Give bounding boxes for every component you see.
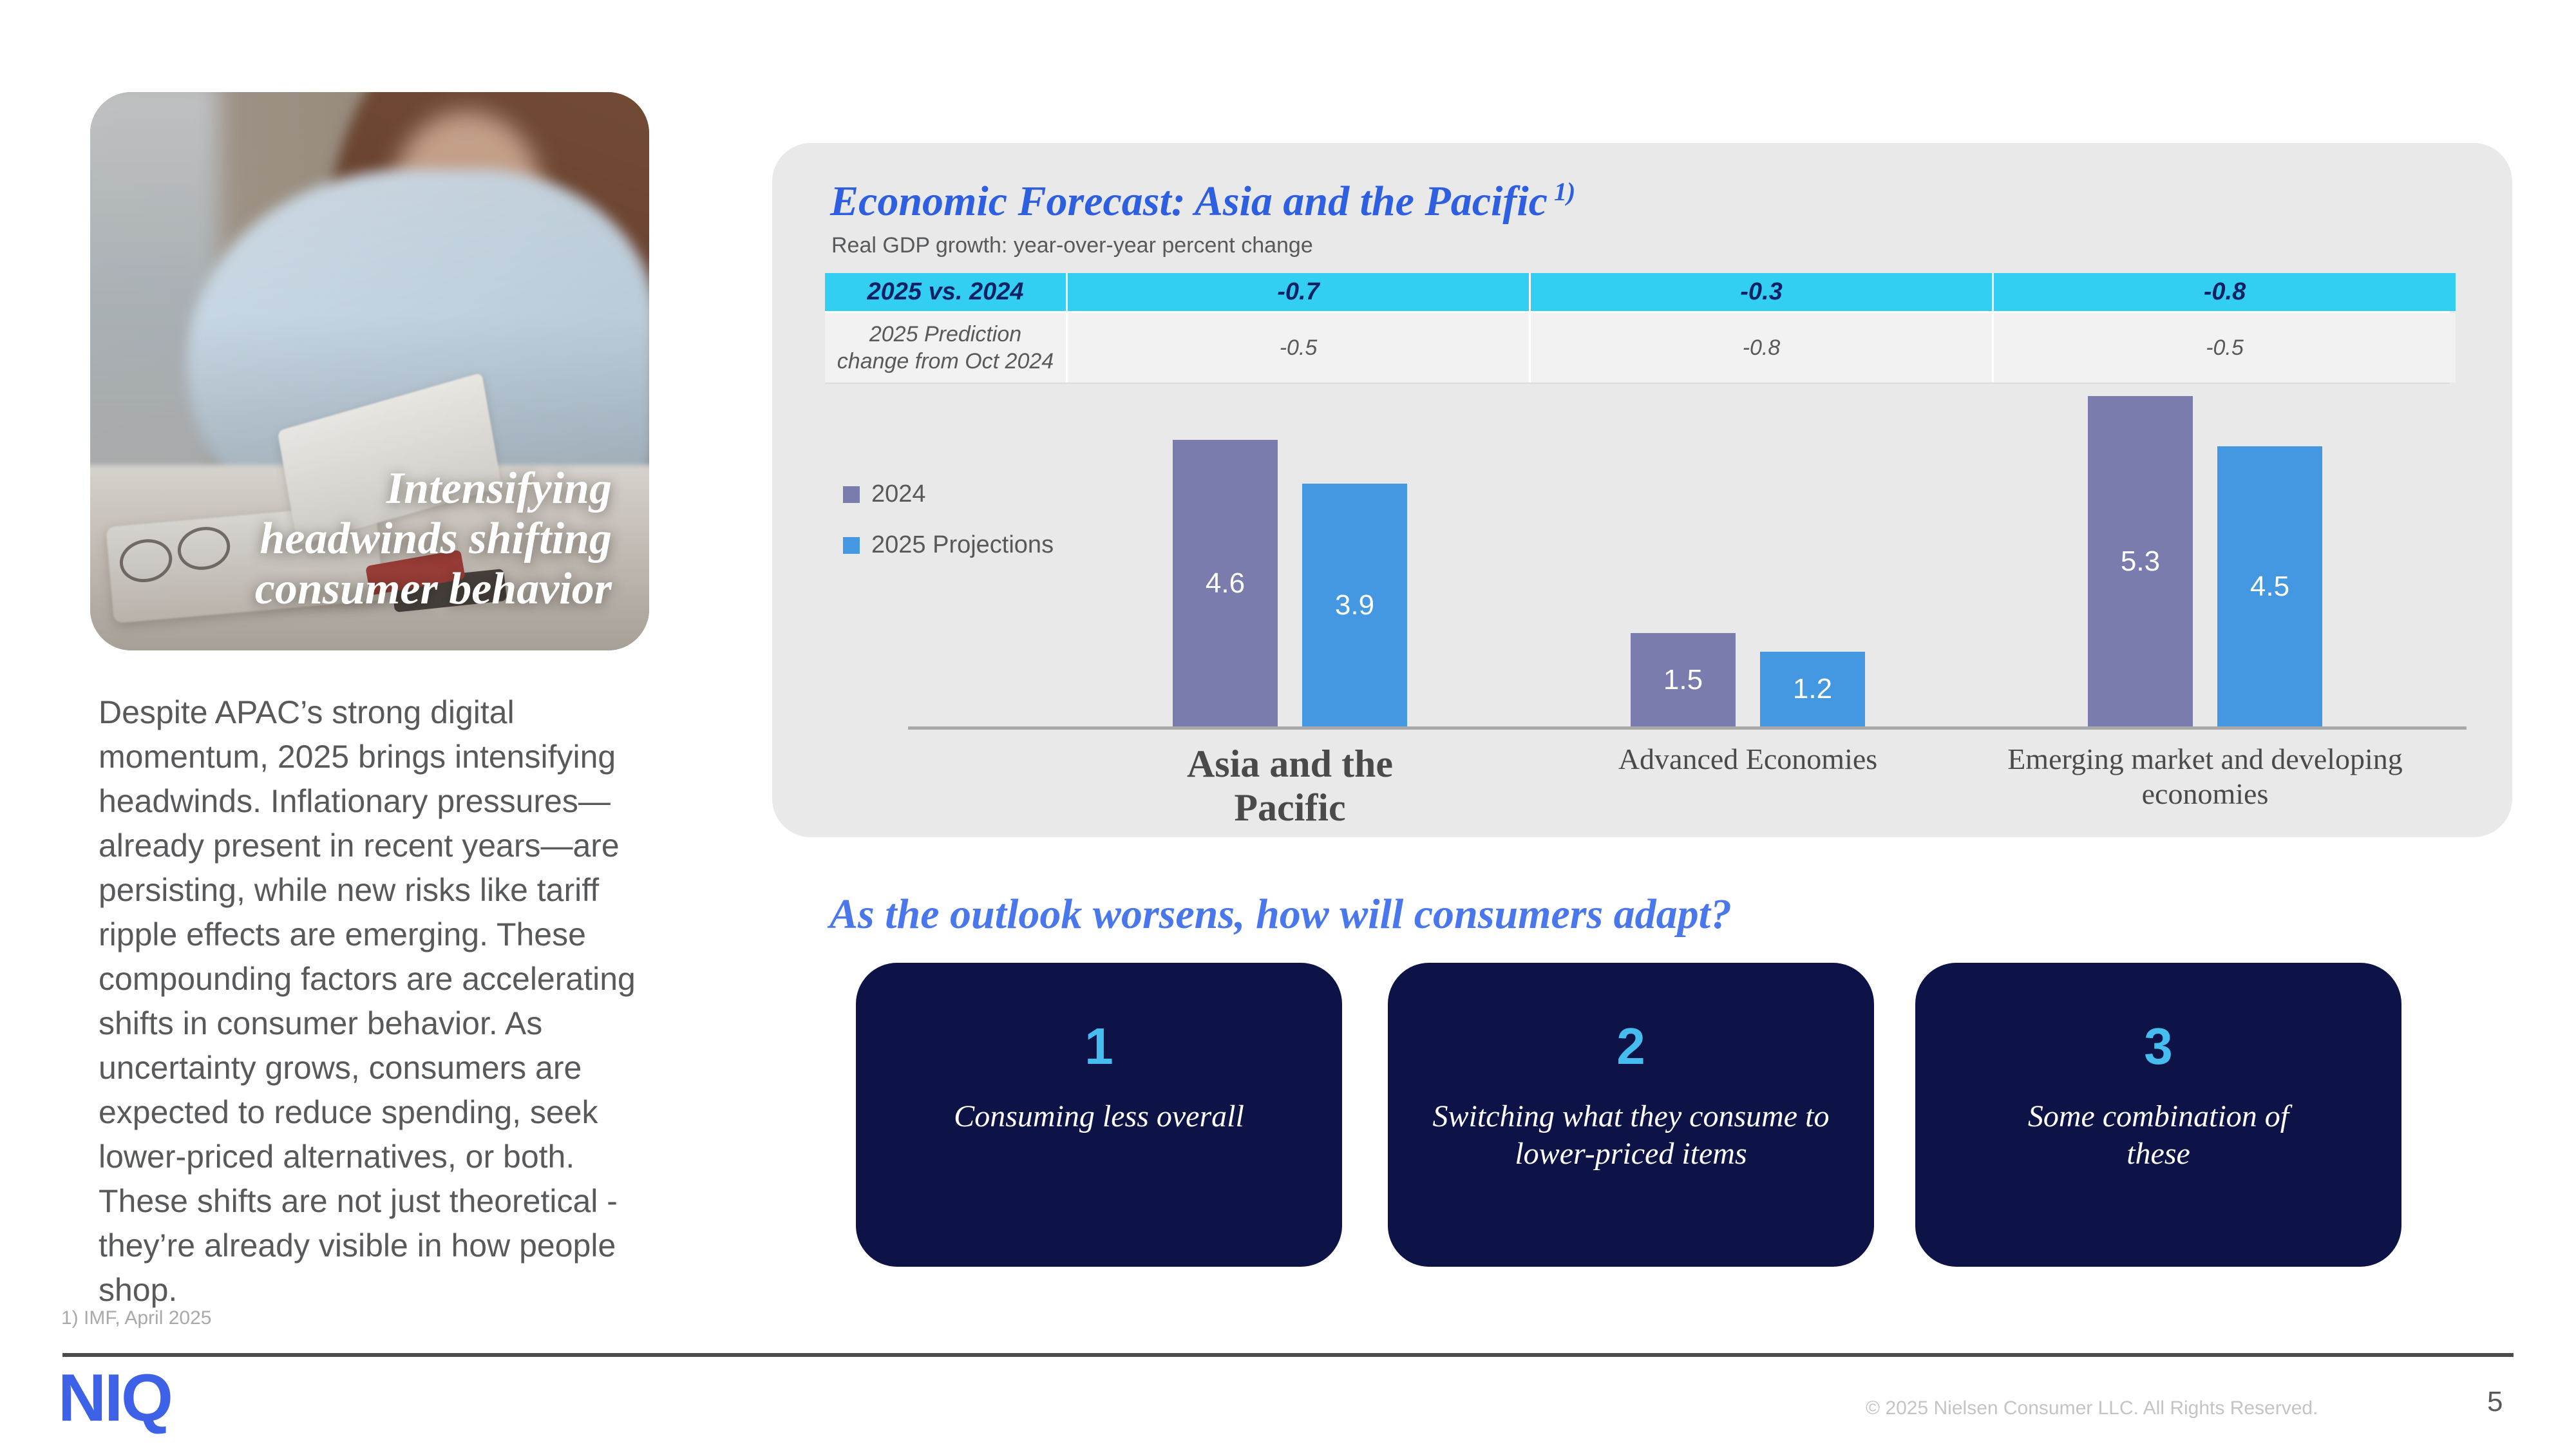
legend-item-2025: 2025 Projections [843,531,1054,559]
legend-swatch-2025 [843,536,860,554]
card-number: 1 [1084,1018,1113,1075]
table-cell: -0.3 [1531,273,1992,311]
table-cell: -0.5 [1068,313,1529,383]
legend-swatch-2024 [843,486,860,503]
photo-woman-reading-receipt: Intensifying headwinds shifting consumer… [90,92,649,650]
bar-2025-projections-group1: 3.9 [1302,484,1407,726]
legend-item-2024: 2024 [843,480,1054,508]
card-number: 2 [1616,1018,1645,1075]
bar-value-label: 4.5 [2249,570,2290,602]
copyright-text: © 2025 Nielsen Consumer LLC. All Rights … [1866,1397,2318,1419]
body-paragraph: Despite APAC’s strong digital momentum, … [99,694,636,1308]
bar-2024-group2: 1.5 [1631,633,1736,726]
card-text: Some combination of these [2027,1099,2289,1171]
table-row-label: 2025 vs. 2024 [825,273,1066,311]
chart-legend: 2024 2025 Projections [843,480,1054,559]
question-heading: As the outlook worsens, how will consume… [829,891,1732,938]
table-cell: -0.5 [1994,313,2456,383]
bar-2025-projections-group3: 4.5 [2217,446,2322,726]
category-label-group2: Advanced Economies [1618,743,1878,775]
bar-2025-projections-group2: 1.2 [1760,652,1865,726]
bar-value-label: 1.5 [1663,663,1703,696]
bar-2024-group1: 4.6 [1173,440,1278,726]
table-row-label: 2025 Prediction change from Oct 2024 [825,313,1066,383]
footer-divider [62,1353,2514,1357]
slide-headline: Intensifying headwinds shifting consumer… [90,464,649,614]
bar-2024-group3: 5.3 [2088,396,2193,726]
forecast-title-superscript: 1) [1553,177,1576,206]
forecast-comparison-table: 2025 vs. 2024 -0.7 -0.3 -0.8 2025 Predic… [825,273,2456,384]
forecast-subtitle: Real GDP growth: year-over-year percent … [831,233,1313,258]
bar-value-label: 5.3 [2120,545,2161,577]
niq-logo: NIQ [58,1361,173,1435]
legend-label-2025: 2025 Projections [871,531,1054,558]
headline-line-1: Intensifying [386,464,612,513]
adaptation-card-2: 2 Switching what they consume to lower-p… [1388,963,1874,1267]
photo-shade-overlay [90,92,649,650]
x-axis-line [908,726,2467,730]
card-text: Consuming less overall [954,1099,1244,1133]
table-cell: -0.7 [1068,273,1529,311]
adaptation-card-3: 3 Some combination of these [1915,963,2401,1267]
bar-chart-plot: 4.6 3.9 Asia and the Pacific 1.5 1.2 Advanced… [772,143,2512,837]
bar-value-label: 1.2 [1792,673,1833,705]
economic-forecast-panel: Economic Forecast: Asia and the Pacific 1… [772,143,2512,837]
bar-value-label: 4.6 [1205,567,1245,599]
category-label-group3: Emerging market and developing economies [2007,743,2403,810]
legend-label-2024: 2024 [871,480,926,507]
headline-line-3: consumer behavior [254,564,612,614]
forecast-title-text: Economic Forecast: Asia and the Pacific [830,178,1548,225]
card-text: Switching what they consume to lower-pri… [1432,1099,1830,1171]
table-cell: -0.8 [1531,313,1992,383]
source-footnote: 1) IMF, April 2025 [61,1307,212,1329]
category-label-group1: Asia and the Pacific [1186,743,1394,829]
headline-line-2: headwinds shifting [260,514,612,564]
card-number: 3 [2144,1018,2173,1075]
forecast-title: Economic Forecast: Asia and the Pacific 1… [830,176,1575,226]
page-number: 5 [2487,1386,2503,1417]
bar-value-label: 3.9 [1334,589,1375,621]
adaptation-card-1: 1 Consuming less overall [856,963,1342,1267]
table-cell: -0.8 [1994,273,2456,311]
